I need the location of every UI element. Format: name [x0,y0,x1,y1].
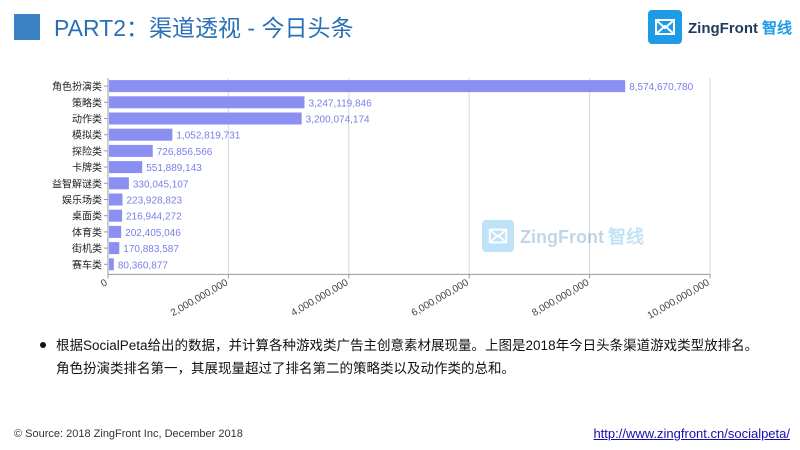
zingfront-logo-icon [648,10,682,44]
bar [109,177,129,190]
bar [109,96,305,109]
bar [109,209,123,222]
category-label: 娱乐场类 [62,194,102,207]
data-label: 3,200,074,174 [306,115,370,126]
bar [109,128,173,141]
bar [109,258,114,271]
data-label: 80,360,877 [118,260,168,271]
data-label: 3,247,119,846 [308,98,372,109]
category-label: 街机类 [72,242,102,255]
category-label: 桌面类 [72,210,102,223]
category-label: 益智解谜类 [52,177,102,190]
x-tick-label: 2,000,000,000 [169,277,230,319]
bar [109,144,153,157]
bar [109,225,122,238]
x-tick-label: 8,000,000,000 [530,277,591,319]
category-label: 卡牌类 [72,161,102,174]
x-tick-label: 4,000,000,000 [289,277,350,319]
bar-chart: 角色扮演类 8,574,670,780 策略类 3,247,119,846 动作类 3,2… [0,70,800,322]
logo-text: ZingFront 智线 [688,17,792,38]
data-label: 202,405,046 [125,228,181,239]
category-label: 赛车类 [72,258,102,271]
data-label: 170,883,587 [123,244,179,255]
title-accent-block [14,14,40,40]
category-label: 角色扮演类 [52,80,102,93]
bullet-dot [40,342,46,348]
data-label: 8,574,670,780 [629,82,693,93]
data-label: 216,944,272 [126,212,182,223]
socialpeta-link[interactable]: http://www.zingfront.cn/socialpeta/ [593,426,790,441]
category-label: 体育类 [72,226,102,239]
bar [109,161,143,174]
category-label: 模拟类 [72,129,102,142]
category-label: 探险类 [72,145,102,158]
bar [109,193,123,206]
x-tick-label: 10,000,000,000 [646,277,712,320]
x-tick-label: 6,000,000,000 [410,277,471,319]
data-label: 726,856,566 [157,147,213,158]
zingfront-logo: ZingFront 智线 [648,8,798,46]
bullet-list: 根据SocialPeta给出的数据，并计算各种游戏类广告主创意素材展现量。上图是… [40,334,770,380]
data-label: 330,045,107 [133,179,189,190]
chart-svg: 角色扮演类 8,574,670,780 策略类 3,247,119,846 动作类 3,2… [52,78,712,322]
data-label: 551,889,143 [146,163,202,174]
data-label: 1,052,819,731 [176,131,240,142]
x-tick-label: 0 [99,277,110,290]
logo-cn: 智线 [761,19,792,37]
bar [109,242,120,255]
bar [109,80,626,93]
logo-name: ZingFront [688,19,758,37]
category-label: 策略类 [72,96,102,109]
bullet-text: 根据SocialPeta给出的数据，并计算各种游戏类广告主创意素材展现量。上图是… [56,338,759,376]
bar [109,112,302,125]
source-note: © Source: 2018 ZingFront Inc, December 2… [14,428,243,440]
page-title: PART2：渠道透视 - 今日头条 [54,15,354,41]
data-label: 223,928,823 [126,196,182,207]
category-label: 动作类 [72,113,102,126]
